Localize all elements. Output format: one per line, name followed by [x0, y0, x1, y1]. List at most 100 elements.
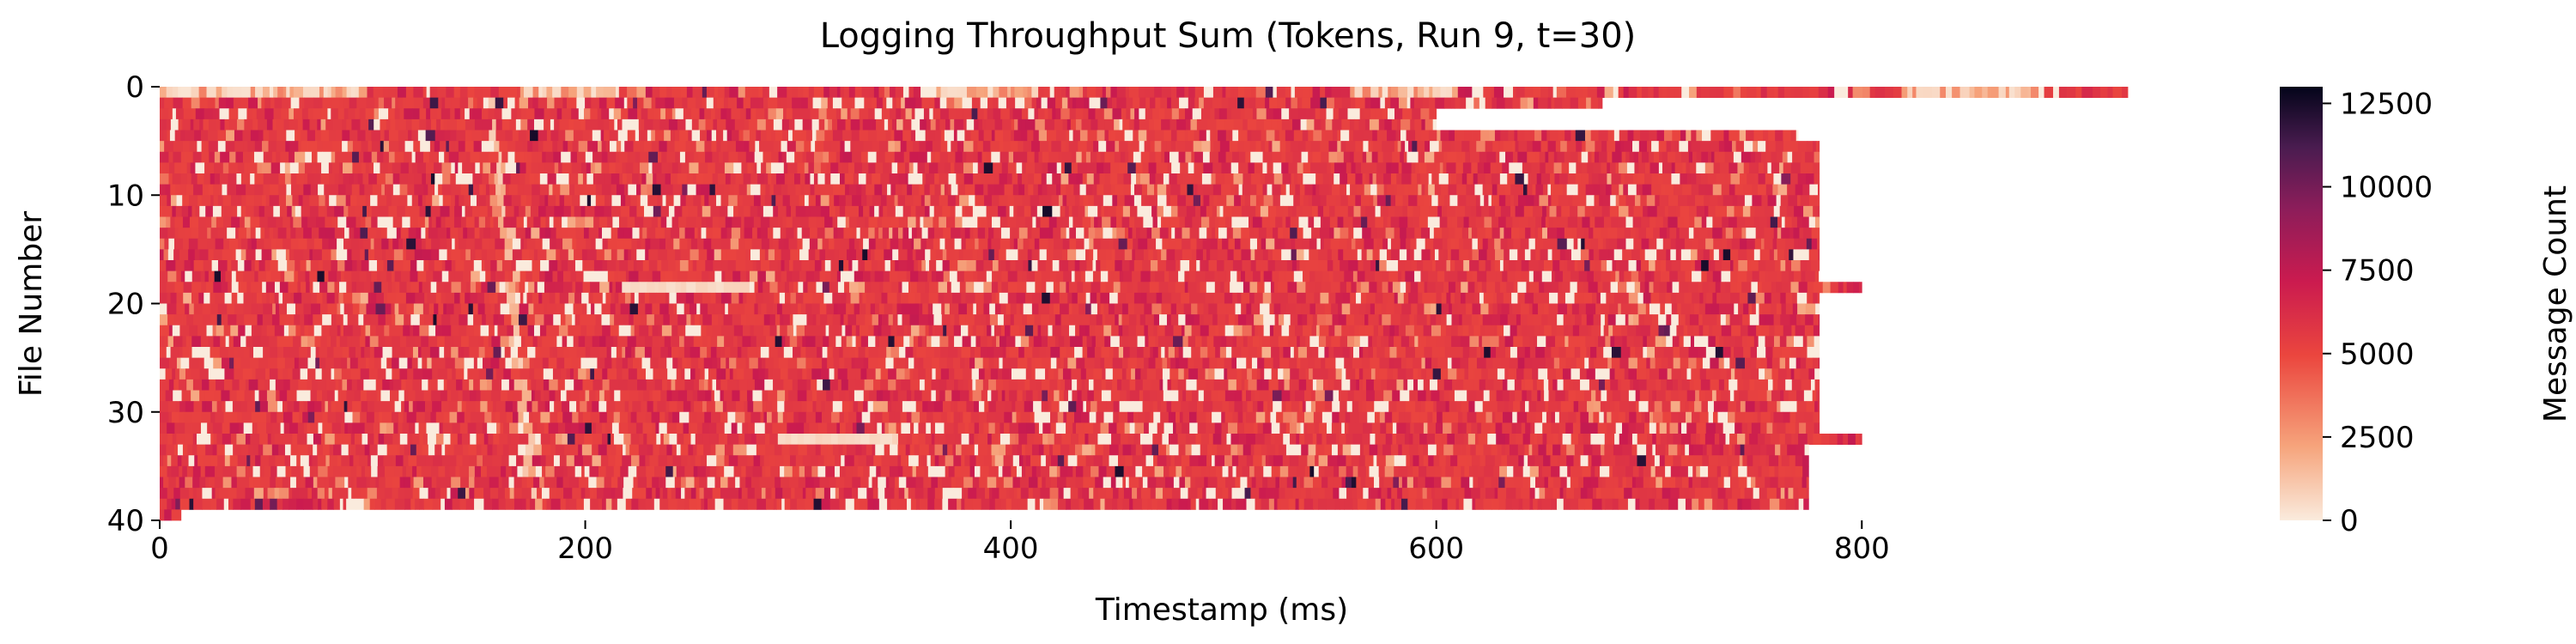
heatmap-cell	[1541, 130, 1547, 142]
heatmap-cell	[326, 292, 336, 304]
heatmap-cell	[160, 216, 167, 228]
heatmap-cell	[1162, 292, 1172, 304]
heatmap-cell	[1290, 216, 1299, 228]
heatmap-cell	[710, 205, 720, 217]
heatmap-cell	[1068, 141, 1078, 153]
heatmap-cell	[1364, 238, 1375, 250]
heatmap-cell	[520, 195, 527, 207]
heatmap-cell	[1415, 162, 1420, 174]
heatmap-cell	[1698, 282, 1704, 294]
heatmap-cell	[369, 162, 374, 174]
heatmap-cell	[1517, 130, 1526, 142]
heatmap-cell	[797, 238, 804, 250]
heatmap-cell	[571, 108, 580, 120]
heatmap-cell	[907, 260, 914, 272]
heatmap-cell	[1631, 249, 1641, 261]
heatmap-cell	[854, 162, 863, 174]
heatmap-cell	[1082, 173, 1088, 185]
heatmap-cell	[811, 118, 820, 131]
heatmap-cell	[481, 108, 489, 120]
heatmap-cell	[222, 162, 229, 174]
heatmap-cell	[1623, 87, 1630, 99]
heatmap-cell	[1496, 270, 1503, 283]
heatmap-cell	[380, 270, 387, 283]
heatmap-cell	[848, 87, 856, 99]
heatmap-cell	[459, 151, 467, 163]
heatmap-cell	[617, 228, 625, 240]
heatmap-cell	[1520, 97, 1528, 109]
heatmap-cell	[343, 205, 349, 217]
heatmap-cell	[1129, 205, 1138, 217]
heatmap-cell	[286, 195, 293, 207]
heatmap-cell	[1522, 162, 1532, 174]
heatmap-cell	[1176, 173, 1184, 185]
heatmap-cell	[534, 282, 538, 294]
heatmap-cell	[850, 141, 854, 153]
heatmap-cell	[295, 205, 302, 217]
heatmap-cell	[1107, 97, 1113, 109]
heatmap-cell	[1154, 141, 1162, 153]
heatmap-cell	[1001, 282, 1009, 294]
heatmap-cell	[714, 162, 726, 174]
heatmap-cell	[294, 292, 302, 304]
heatmap-cell	[556, 173, 561, 185]
heatmap-cell	[1302, 205, 1313, 217]
heatmap-cell	[602, 292, 606, 304]
heatmap-cell	[649, 292, 657, 304]
heatmap-cell	[550, 108, 558, 120]
heatmap-cell	[739, 282, 750, 294]
heatmap-cell	[863, 141, 873, 153]
heatmap-cell	[169, 130, 176, 142]
heatmap-cell	[883, 270, 890, 283]
heatmap-cell	[1604, 87, 1614, 99]
heatmap-cell	[974, 282, 984, 294]
heatmap-cell	[1097, 184, 1104, 196]
heatmap-cell	[977, 249, 984, 261]
heatmap-cell	[826, 108, 837, 120]
heatmap-cell	[1641, 216, 1650, 228]
heatmap-cell	[1512, 151, 1518, 163]
heatmap-cell	[618, 216, 628, 228]
heatmap-cell	[160, 87, 167, 99]
heatmap-cell	[1363, 130, 1373, 142]
heatmap-cell	[1220, 282, 1224, 294]
heatmap-cell	[519, 270, 526, 283]
heatmap-cell	[1507, 270, 1516, 283]
heatmap-cell	[297, 118, 303, 131]
heatmap-cell	[793, 228, 798, 240]
heatmap-cell	[1240, 195, 1245, 207]
heatmap-cell	[1157, 260, 1167, 272]
heatmap-cell	[1594, 151, 1600, 163]
heatmap-cell	[758, 87, 763, 99]
heatmap-cell	[201, 151, 210, 163]
heatmap-cell	[832, 216, 838, 228]
heatmap-cell	[539, 195, 545, 207]
heatmap-cell	[1352, 270, 1358, 283]
heatmap-cell	[585, 216, 594, 228]
heatmap-cell	[738, 130, 744, 142]
heatmap-cell	[623, 249, 629, 261]
heatmap-cell	[450, 108, 455, 120]
heatmap-cell	[193, 260, 204, 272]
heatmap-cell	[1609, 238, 1618, 250]
heatmap-cell	[471, 130, 483, 142]
heatmap-cell	[868, 228, 876, 240]
heatmap-cell	[1547, 184, 1552, 196]
heatmap-cell	[216, 118, 221, 131]
heatmap-cell	[817, 292, 824, 304]
heatmap-cell	[428, 151, 434, 163]
heatmap-cell	[970, 216, 978, 228]
heatmap-cell	[1670, 141, 1675, 153]
heatmap-cell	[887, 205, 896, 217]
heatmap-cell	[1233, 249, 1242, 261]
heatmap-cell	[898, 249, 908, 261]
heatmap-cell	[198, 87, 207, 99]
heatmap-cell	[1155, 173, 1164, 185]
heatmap-cell	[1633, 151, 1639, 163]
heatmap-cell	[1085, 292, 1091, 304]
heatmap-cell	[775, 270, 782, 283]
heatmap-cell	[902, 205, 912, 217]
heatmap-cell	[1293, 130, 1303, 142]
heatmap-cell	[368, 228, 377, 240]
heatmap-cell	[690, 238, 698, 250]
